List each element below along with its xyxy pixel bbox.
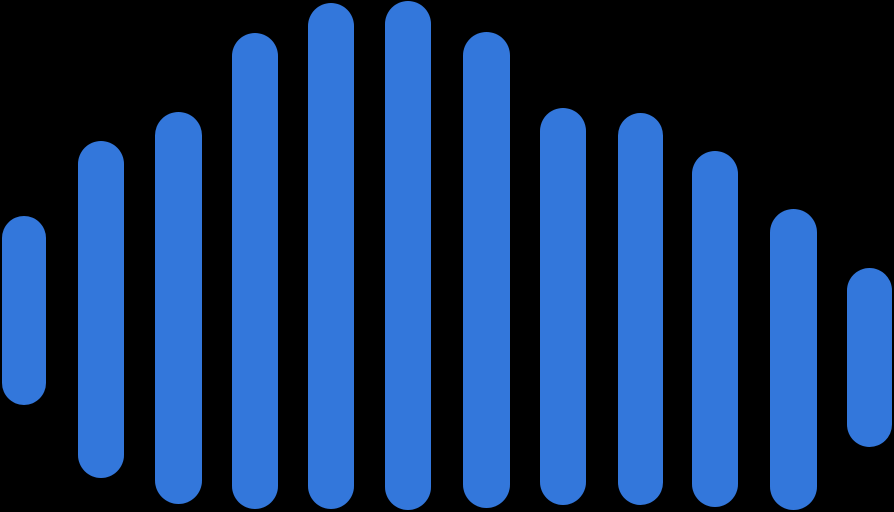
waveform-bar-7 [463, 32, 510, 508]
waveform-bar-2 [78, 141, 124, 478]
waveform-bar-9 [618, 113, 663, 505]
waveform-bar-1 [2, 216, 46, 405]
waveform-bar-8 [540, 108, 586, 505]
waveform-bar-11 [770, 209, 817, 510]
waveform-bar-3 [155, 112, 202, 504]
waveform-bar-5 [308, 3, 354, 509]
waveform-bar-6 [385, 1, 431, 510]
waveform-bar-10 [692, 151, 738, 507]
waveform-bar-12 [847, 268, 892, 447]
waveform-bar-4 [232, 33, 278, 509]
